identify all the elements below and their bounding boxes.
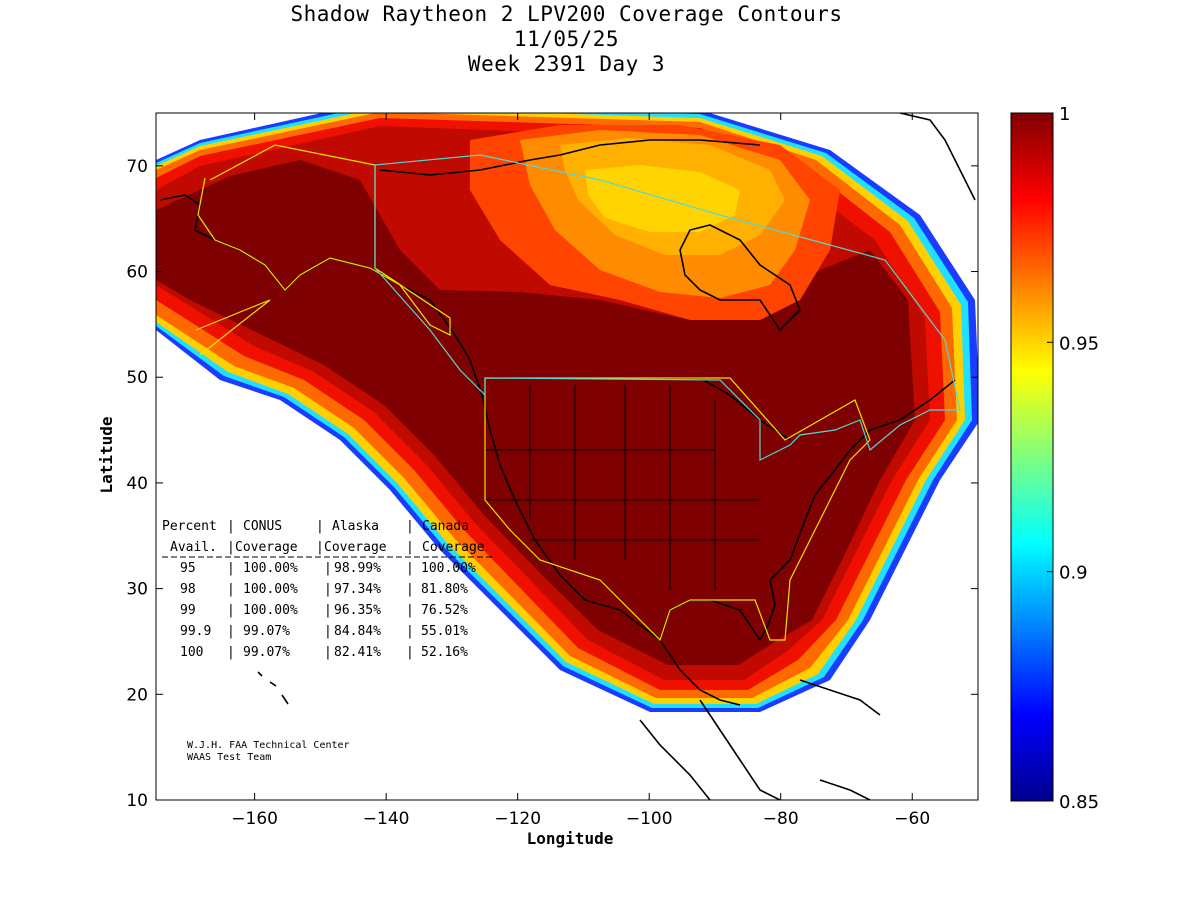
y-ticks: 10 20 30 40 50 60 70 xyxy=(126,157,978,811)
colorbar-tick-label: 0.85 xyxy=(1059,792,1099,813)
credit-line-1: W.J.H. FAA Technical Center xyxy=(187,740,350,751)
x-axis-label: Longitude xyxy=(527,829,614,848)
y-axis-label: Latitude xyxy=(97,416,116,493)
table-cell-alaska: 97.34% xyxy=(334,582,381,597)
table-sep: | xyxy=(316,540,324,555)
table-header-conus: CONUS xyxy=(243,519,282,534)
table-sep: | xyxy=(324,561,332,576)
table-cell-alaska: 98.99% xyxy=(334,561,381,576)
hudson-bay xyxy=(679,224,801,332)
plot-frame xyxy=(155,112,979,801)
table-sep: | xyxy=(406,561,414,576)
table-sep: | xyxy=(406,540,414,555)
table-sep: | xyxy=(324,645,332,660)
fir-boundaries xyxy=(195,144,961,642)
credit-line-2: WAAS Test Team xyxy=(187,752,271,763)
x-tick-label: −60 xyxy=(894,809,930,829)
table-cell-conus: 100.00% xyxy=(243,561,298,576)
table-cell-canada: 100.00% xyxy=(421,561,476,576)
y-tick-label: 20 xyxy=(126,685,148,705)
y-tick-label: 40 xyxy=(126,474,148,494)
table-sep: | xyxy=(324,603,332,618)
table-sub-avail: Avail. xyxy=(170,540,217,555)
table-sub-coverage: Coverage xyxy=(324,540,387,555)
east-coast xyxy=(789,379,956,561)
chart-week: Week 2391 Day 3 xyxy=(467,52,666,76)
colorbar-tick-label: 1 xyxy=(1059,104,1070,125)
table-sep: | xyxy=(324,624,332,639)
table-cell-alaska: 96.35% xyxy=(334,603,381,618)
florida xyxy=(759,559,791,641)
x-tick-label: −160 xyxy=(231,809,278,829)
table-cell-avail: 100 xyxy=(180,645,203,660)
chart-title: Shadow Raytheon 2 LPV200 Coverage Contou… xyxy=(290,2,843,26)
colorbar-ticks: 0.85 0.9 0.95 1 xyxy=(1047,104,1099,813)
table-sep: | xyxy=(324,582,332,597)
table-sub-coverage: Coverage xyxy=(235,540,298,555)
table-cell-alaska: 82.41% xyxy=(334,645,381,660)
x-tick-label: −80 xyxy=(763,809,799,829)
y-tick-label: 60 xyxy=(126,263,148,283)
table-header-canada: Canada xyxy=(422,519,469,534)
table-cell-conus: 99.07% xyxy=(243,645,290,660)
table-sep: | xyxy=(406,603,414,618)
table-sep: | xyxy=(227,519,235,534)
west-coast xyxy=(469,359,741,706)
table-cell-alaska: 84.84% xyxy=(334,624,381,639)
table-sep: | xyxy=(406,645,414,660)
table-cell-avail: 99.9 xyxy=(180,624,211,639)
chart-date: 11/05/25 xyxy=(513,27,620,51)
table-cell-avail: 98 xyxy=(180,582,196,597)
table-sep: | xyxy=(406,624,414,639)
x-tick-label: −140 xyxy=(363,809,410,829)
table-cell-canada: 52.16% xyxy=(421,645,468,660)
x-tick-label: −100 xyxy=(626,809,673,829)
table-cell-avail: 99 xyxy=(180,603,196,618)
colorbar-tick-label: 0.9 xyxy=(1059,563,1088,584)
arctic-coast xyxy=(379,139,761,176)
coverage-table: Percent | CONUS | Alaska | Canada Avail.… xyxy=(162,519,495,660)
table-cell-canada: 81.80% xyxy=(421,582,468,597)
table-sep: | xyxy=(227,582,235,597)
table-sub-coverage: Coverage xyxy=(422,540,485,555)
state-lines xyxy=(485,385,760,590)
y-tick-label: 10 xyxy=(126,791,148,811)
table-rows: 95 | 100.00% | 98.99% | 100.00%98 | 100.00% | 97.3… xyxy=(180,561,476,660)
central-america xyxy=(639,699,781,800)
table-cell-canada: 55.01% xyxy=(421,624,468,639)
x-tick-label: −120 xyxy=(494,809,541,829)
x-ticks: −160 −140 −120 −100 −80 −60 xyxy=(231,113,930,829)
colorbar xyxy=(1010,112,1054,802)
table-sep: | xyxy=(227,561,235,576)
table-header-alaska: Alaska xyxy=(332,519,379,534)
canada-fir-outline xyxy=(374,154,961,461)
greenland xyxy=(899,113,976,201)
y-tick-label: 50 xyxy=(126,368,148,388)
table-sep: | xyxy=(227,540,235,555)
coverage-field xyxy=(156,113,978,712)
table-sep: | xyxy=(227,603,235,618)
table-cell-avail: 95 xyxy=(180,561,196,576)
coverage-core xyxy=(156,160,915,665)
table-sep: | xyxy=(406,519,414,534)
table-cell-canada: 76.52% xyxy=(421,603,468,618)
table-sep: | xyxy=(227,624,235,639)
hawaii xyxy=(257,671,289,705)
conus-fir-outline xyxy=(484,377,871,642)
table-sep: | xyxy=(227,645,235,660)
alaska-fir-southwest xyxy=(195,299,271,356)
colorbar-tick-label: 0.95 xyxy=(1059,333,1099,354)
table-header-percent: Percent xyxy=(162,519,217,534)
table-sep: | xyxy=(316,519,324,534)
table-cell-conus: 99.07% xyxy=(243,624,290,639)
y-tick-label: 30 xyxy=(126,580,148,600)
table-cell-conus: 100.00% xyxy=(243,582,298,597)
y-tick-label: 70 xyxy=(126,157,148,177)
table-cell-conus: 100.00% xyxy=(243,603,298,618)
table-sep: | xyxy=(406,582,414,597)
caribbean xyxy=(799,679,881,800)
